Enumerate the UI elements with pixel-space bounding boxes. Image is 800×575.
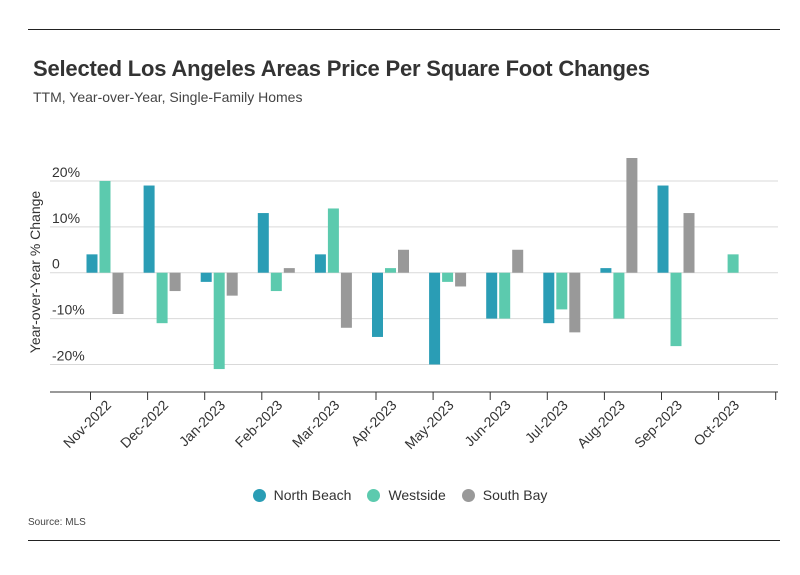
chart-subtitle: TTM, Year-over-Year, Single-Family Homes bbox=[33, 89, 303, 105]
legend-label-westside: Westside bbox=[388, 487, 446, 503]
bar-westside bbox=[270, 272, 282, 292]
bar-north-beach bbox=[429, 272, 441, 365]
bar-south-bay bbox=[340, 272, 352, 328]
y-tick-label: 0 bbox=[52, 256, 60, 272]
legend: North Beach Westside South Bay bbox=[0, 487, 800, 503]
x-tick-label: Jun-2023 bbox=[461, 397, 514, 450]
x-axis bbox=[50, 391, 778, 400]
x-tick-label: Aug-2023 bbox=[574, 397, 628, 451]
y-tick-label: -10% bbox=[52, 302, 85, 318]
x-tick-label: Mar-2023 bbox=[289, 397, 343, 451]
bar-north-beach bbox=[486, 272, 498, 319]
bar-south-bay bbox=[455, 272, 467, 287]
x-tick-label: Sep-2023 bbox=[631, 397, 685, 451]
source-note: Source: MLS bbox=[28, 517, 86, 528]
bar-north-beach bbox=[86, 254, 98, 273]
bar-north-beach bbox=[314, 254, 326, 273]
legend-swatch-westside bbox=[367, 488, 381, 502]
bar-north-beach bbox=[543, 272, 555, 324]
bar-south-bay bbox=[626, 158, 638, 273]
bar-westside bbox=[613, 272, 625, 319]
bar-south-bay bbox=[283, 268, 295, 273]
chart-title: Selected Los Angeles Areas Price Per Squ… bbox=[33, 56, 650, 81]
bar-south-bay bbox=[683, 213, 695, 273]
bar-north-beach bbox=[200, 272, 212, 282]
bar-westside bbox=[442, 272, 454, 282]
legend-item-north-beach: North Beach bbox=[252, 487, 352, 503]
bar-north-beach bbox=[372, 272, 383, 337]
legend-item-south-bay: South Bay bbox=[461, 487, 548, 503]
y-axis-label: Year-over-Year % Change bbox=[27, 191, 43, 354]
bar-south-bay bbox=[169, 272, 181, 292]
gridlines bbox=[50, 180, 778, 365]
bar-south-bay bbox=[398, 249, 409, 273]
legend-label-north-beach: North Beach bbox=[273, 487, 352, 503]
bar-westside bbox=[556, 272, 568, 310]
legend-item-westside: Westside bbox=[367, 487, 446, 503]
bar-north-beach bbox=[657, 185, 669, 273]
bars bbox=[86, 158, 739, 370]
y-tick-label: -20% bbox=[52, 347, 85, 363]
bar-south-bay bbox=[512, 249, 524, 273]
y-tick-label: 20% bbox=[52, 164, 80, 180]
bar-south-bay bbox=[226, 272, 238, 296]
bar-westside bbox=[156, 272, 168, 324]
x-tick-label: Apr-2023 bbox=[348, 397, 400, 449]
legend-swatch-north-beach bbox=[252, 488, 266, 502]
bar-westside bbox=[499, 272, 511, 319]
bar-westside bbox=[99, 180, 111, 273]
x-tick-label: Oct-2023 bbox=[690, 397, 742, 449]
bar-westside bbox=[385, 268, 396, 273]
bar-south-bay bbox=[569, 272, 581, 333]
x-tick-label: Feb-2023 bbox=[232, 397, 286, 451]
x-tick-label: Jul-2023 bbox=[522, 397, 571, 446]
x-tick-label: Jan-2023 bbox=[176, 397, 229, 450]
bar-north-beach bbox=[600, 268, 612, 273]
bar-westside bbox=[327, 208, 339, 273]
x-tick-label: Dec-2022 bbox=[117, 397, 171, 451]
top-rule bbox=[28, 29, 780, 30]
x-tick-label: Nov-2022 bbox=[60, 397, 114, 451]
bar-north-beach bbox=[143, 185, 155, 273]
bottom-rule bbox=[28, 540, 780, 541]
x-axis-ticks: Nov-2022 Dec-2022 Jan-2023 Feb-2023 Mar-2023… bbox=[60, 397, 742, 452]
bar-south-bay bbox=[112, 272, 124, 314]
legend-label-south-bay: South Bay bbox=[482, 487, 548, 503]
bar-westside bbox=[670, 272, 682, 347]
x-tick-label: May-2023 bbox=[401, 397, 456, 452]
bar-north-beach bbox=[257, 213, 269, 273]
bar-westside bbox=[213, 272, 225, 370]
y-tick-label: 10% bbox=[52, 210, 80, 226]
y-axis-ticks: -20% -10% 0 10% 20% bbox=[52, 164, 85, 364]
bar-westside bbox=[727, 254, 739, 273]
legend-swatch-south-bay bbox=[461, 488, 475, 502]
